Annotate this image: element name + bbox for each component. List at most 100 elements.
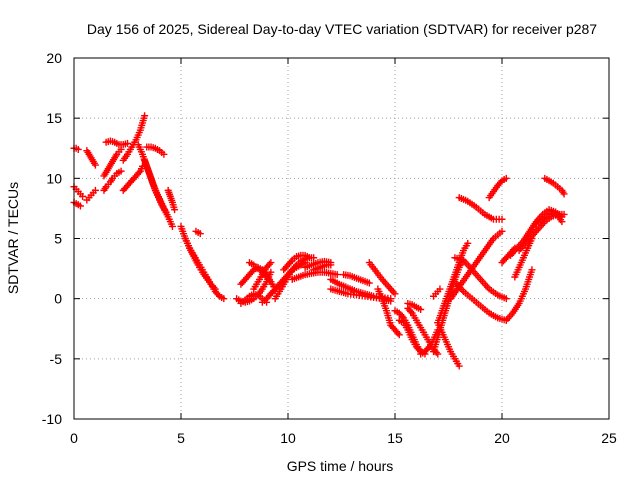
data-point [124, 139, 131, 147]
series-arc-j3 [434, 239, 472, 327]
data-point [511, 244, 519, 252]
x-axis-label: GPS time / hours [287, 458, 394, 474]
data-point [79, 192, 87, 200]
x-tick-label: 10 [280, 430, 296, 446]
data-point [502, 174, 510, 182]
data-point [135, 169, 143, 177]
series-arc-c2 [141, 156, 170, 216]
series-arc-b5 [119, 112, 149, 164]
data-point [395, 331, 403, 339]
data-point [434, 350, 442, 358]
chart-title: Day 156 of 2025, Sidereal Day-to-day VTE… [87, 21, 597, 37]
data-point [211, 285, 219, 293]
data-point [365, 279, 373, 287]
data-point [265, 276, 273, 284]
data-point [455, 362, 463, 370]
data-point [497, 178, 505, 186]
series-arc-g3 [310, 261, 335, 274]
series-arc-i5 [404, 299, 425, 313]
data-point [424, 344, 432, 352]
series-arc-j4 [430, 285, 444, 300]
series-arc-a5 [83, 147, 99, 169]
grid-lines [74, 58, 609, 419]
series-arc-h3 [340, 271, 373, 287]
x-tick-label: 5 [177, 430, 185, 446]
data-point [394, 329, 402, 337]
data-point [391, 290, 399, 298]
series-arc-a2 [70, 183, 87, 200]
data-point [509, 246, 517, 254]
y-tick-label: 10 [46, 170, 62, 186]
data-point [160, 150, 168, 158]
data-point [248, 267, 256, 275]
series-arc-b3 [102, 137, 131, 149]
data-point [117, 167, 125, 175]
x-tick-label: 0 [70, 430, 78, 446]
series-arc-d3 [192, 227, 204, 238]
series-arc-a4 [83, 186, 99, 204]
data-point [210, 283, 218, 291]
data-point [265, 260, 273, 268]
data-point [267, 259, 275, 267]
data-point [464, 239, 472, 247]
series-arc-e5 [250, 259, 275, 293]
series-arc-b4 [119, 162, 146, 194]
y-tick-label: -10 [42, 411, 62, 427]
data-point [417, 305, 425, 313]
series-arc-i3 [395, 316, 429, 358]
series-arc-l2 [511, 235, 536, 281]
x-tick-labels: 0 5 10 15 20 25 [70, 430, 617, 446]
x-tick-label: 15 [387, 430, 403, 446]
series-arc-d1 [177, 222, 228, 303]
data-point [220, 295, 228, 303]
data-point [398, 312, 406, 320]
series-arc-l6 [498, 244, 519, 267]
data-point [171, 206, 179, 214]
data-point [498, 215, 506, 223]
data-markers [70, 112, 568, 370]
x-tick-label: 25 [601, 430, 617, 446]
series-arc-i1 [374, 285, 403, 339]
data-point [196, 230, 204, 238]
series-arc-l5 [541, 174, 568, 198]
data-point [407, 308, 415, 316]
data-point [560, 190, 568, 198]
y-tick-label: 20 [46, 50, 62, 66]
series-arc-l4 [532, 208, 566, 228]
series-arc-k5 [485, 174, 510, 202]
series-arc-k6 [502, 266, 536, 324]
series-arc-a3 [70, 198, 84, 210]
data-point [287, 258, 295, 266]
series-arc-c3 [143, 143, 168, 158]
data-point [141, 112, 149, 120]
series-arc-h4 [365, 259, 399, 298]
data-point [74, 145, 82, 153]
axis-ticks [73, 57, 610, 420]
data-point [76, 202, 84, 210]
data-point [498, 227, 506, 235]
data-point [333, 271, 341, 279]
data-point [267, 278, 275, 286]
series-arc-b2 [100, 145, 125, 180]
data-point [502, 295, 510, 303]
data-point [387, 297, 395, 305]
y-tick-label: 0 [54, 291, 62, 307]
data-point [415, 346, 423, 354]
data-point [436, 285, 444, 293]
series-arc-d2 [181, 235, 219, 293]
data-point [267, 268, 275, 276]
data-point [305, 254, 313, 262]
data-point [558, 218, 566, 226]
series-arc-k4 [455, 194, 506, 223]
series-arc-k3 [447, 227, 506, 303]
data-point [291, 263, 299, 271]
data-point [91, 161, 99, 169]
y-tick-label: 5 [54, 231, 62, 247]
x-tick-label: 20 [494, 430, 510, 446]
y-tick-label: 15 [46, 110, 62, 126]
y-tick-labels: -10 -5 0 5 10 15 20 [42, 50, 62, 427]
data-point [214, 291, 222, 299]
y-tick-label: -5 [50, 351, 63, 367]
series-arc-j2 [430, 256, 467, 356]
